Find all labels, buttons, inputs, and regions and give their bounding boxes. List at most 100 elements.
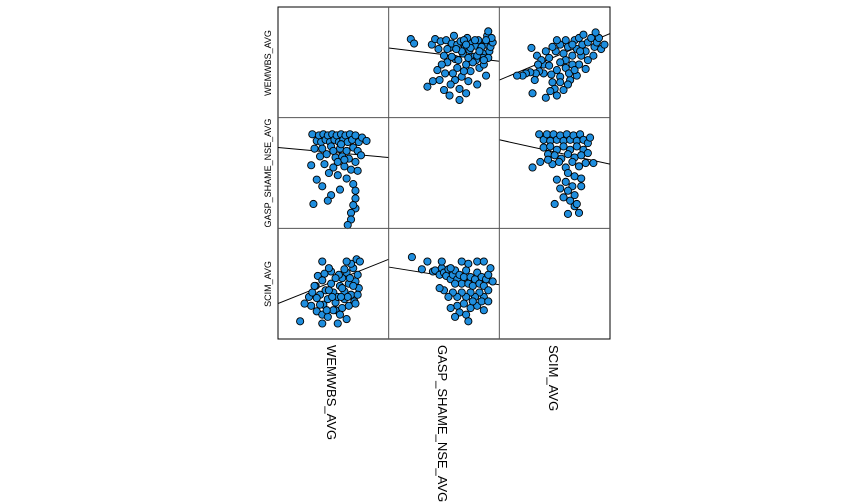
scatter-point [338,303,347,313]
scatter-point [342,257,351,266]
scatter-point [574,208,584,217]
scatter-point [428,77,437,86]
scatter-point [318,276,327,285]
scatter-point [528,163,537,172]
scatter-point [451,312,460,321]
scatter-point [559,85,568,95]
scatter-point [545,53,554,62]
scatter-point [343,220,352,230]
scatter-point [318,144,327,153]
scatter-point [342,146,351,155]
scatter-point [475,47,484,56]
scatter-point [457,257,466,266]
scatter-point [552,66,561,75]
scatter-point [563,80,572,89]
scatter-point [322,150,331,159]
scatter-point [576,47,585,56]
scatter-point [541,47,550,56]
cell-0-0 [278,7,389,118]
row-label-0: WEMWBS_AVG [263,30,273,96]
scatter-point [581,158,590,168]
scatter-point [563,150,572,159]
scatter-point [345,274,354,283]
scatter-point [546,87,555,96]
scatter-point [449,31,459,40]
scatter-point [318,257,327,266]
scatter-point [484,286,493,295]
scatter-point [356,151,366,160]
scatter-point [570,66,579,75]
scatter-point [473,257,482,266]
scatter-point [479,56,488,65]
cell-1-1 [388,117,500,229]
scatter-point [329,163,338,172]
scatter-point [552,175,561,184]
scatter-point [444,292,453,301]
scatter-point [307,161,316,170]
scatter-point [320,160,329,169]
scatter-point [583,56,592,65]
scatter-point [568,51,577,60]
scatter-point [600,40,609,49]
scatter-point [462,89,471,98]
scatter-point [574,162,584,171]
scatter-point [581,64,590,74]
scatter-point [552,91,561,100]
scatter-point [439,85,449,95]
scatter-point [340,162,349,171]
scatter-point [353,166,362,175]
scatter-point [542,130,551,139]
scatter-point [547,70,556,79]
scatter-point [559,49,568,58]
scatter-point [323,196,332,205]
scatter-point [568,157,577,166]
scatter-point [434,45,443,54]
scatter-point [550,199,559,209]
scatter-point [349,281,358,290]
scatter-point [453,63,462,72]
scatter-point [579,30,588,39]
scatter-point [448,69,457,78]
row-label-1: GASP_SHAME_NSE_AVG [263,119,273,228]
scatter-point [464,77,473,86]
scatter-point [342,315,351,324]
scatter-point [435,75,444,85]
scatter-point [329,146,338,155]
scatter-point [546,142,555,151]
scatter-point [479,306,488,315]
matrix-border [277,6,611,340]
scatter-point [343,292,352,301]
scatter-point [464,259,473,268]
scatter-point [331,274,340,283]
scatter-point [572,199,581,209]
col-label-0: WEMWBS_AVG [324,345,339,440]
scatter-point [318,182,327,191]
scatter-point [577,174,586,183]
scatter-point [548,78,557,87]
scatter-point [318,319,327,328]
scatter-point [563,209,572,218]
scatter-point [484,270,493,279]
scatter-point [566,196,575,205]
scatter-point [466,303,475,313]
scatter-point [583,149,592,158]
scatter-point [349,201,358,210]
scatter-point [536,157,545,166]
scatter-point [308,130,317,139]
scatter-point [351,186,360,195]
scatter-point [443,45,452,54]
scatter-point [441,69,450,78]
scatter-point [312,294,321,303]
scatter-point [333,171,342,180]
scatter-point [570,191,579,200]
scatter-point [446,264,455,273]
scatter-point [323,312,332,321]
scatter-point [459,272,468,282]
scatter-point [328,292,337,301]
scatter-point [355,257,364,266]
scatter-point [333,157,342,166]
scatter-point [527,43,536,52]
scatter-point [484,297,493,306]
row-label-2: SCIM_AVG [263,261,273,307]
scatter-point [423,257,432,266]
